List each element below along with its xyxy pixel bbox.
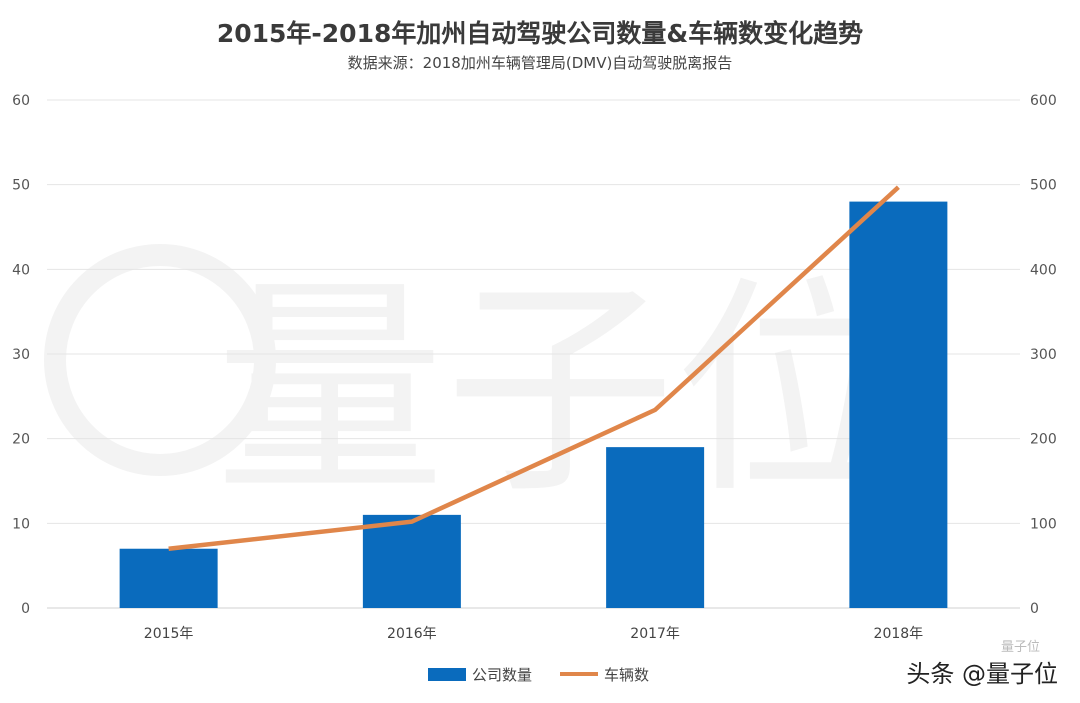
y-right-tick-label: 300 [1030, 347, 1057, 363]
y-right-tick-label: 500 [1030, 178, 1057, 194]
watermark-logo-icon [44, 244, 276, 476]
legend-bar-label: 公司数量 [472, 666, 532, 684]
y-left-tick-label: 30 [12, 347, 30, 363]
x-tick-label: 2015年 [144, 626, 194, 642]
chart-subtitle: 数据来源：2018加州车辆管理局(DMV)自动驾驶脱离报告 [347, 54, 733, 72]
y-right-tick-label: 0 [1030, 601, 1039, 617]
y-left-tick-label: 20 [12, 432, 30, 448]
legend-bar-swatch [428, 668, 466, 681]
y-left-tick-label: 0 [21, 601, 30, 617]
background-watermark: 量子位 [215, 258, 905, 525]
bar-2017年 [606, 447, 705, 608]
x-tick-label: 2017年 [630, 626, 680, 642]
y-right-tick-label: 100 [1030, 516, 1057, 532]
x-tick-label: 2018年 [874, 626, 924, 642]
y-left-tick-label: 50 [12, 178, 30, 194]
watermark: 头条 @量子位 [906, 660, 1058, 688]
x-tick-label: 2016年 [387, 626, 437, 642]
y-right-tick-label: 200 [1030, 432, 1057, 448]
y-left-tick-label: 10 [12, 516, 30, 532]
y-right-tick-label: 600 [1030, 93, 1057, 109]
bar-2018年 [849, 201, 948, 608]
chart-title: 2015年-2018年加州自动驾驶公司数量&车辆数变化趋势 [216, 19, 864, 48]
bar-2015年 [119, 548, 218, 608]
watermark-small: 量子位 [1000, 640, 1040, 655]
line-series [168, 185, 900, 551]
y-right-tick-label: 400 [1030, 262, 1057, 278]
legend-line-label: 车辆数 [604, 666, 649, 684]
y-left-tick-label: 40 [12, 262, 30, 278]
bar-2016年 [362, 514, 461, 608]
y-left-tick-label: 60 [12, 93, 30, 109]
